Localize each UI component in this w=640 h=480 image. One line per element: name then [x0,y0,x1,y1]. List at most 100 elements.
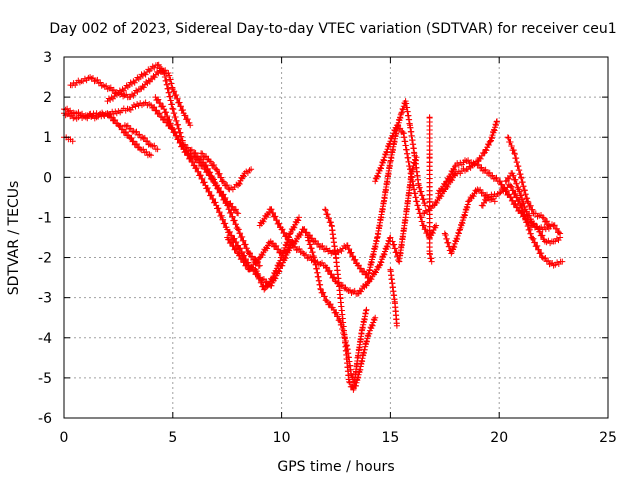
trace-marker [424,209,431,215]
x-tick-label-1: 5 [168,430,177,446]
trace-marker [422,207,429,214]
trace-marker [478,190,485,197]
data-point [433,222,440,229]
trace-marker [304,255,311,262]
trace-marker [216,170,223,177]
trace-marker [386,235,393,242]
y-tick-label-7: 1 [43,130,52,146]
trace-marker [301,252,308,259]
trace-marker [422,226,429,233]
trace-marker [538,250,545,257]
trace-marker [127,93,134,100]
trace-marker [545,221,552,228]
trace-marker [314,241,320,248]
trace-marker [127,125,134,132]
trace-marker [454,236,461,243]
trace-marker [108,114,115,121]
x-tick-label-3: 15 [381,430,399,446]
series-15 [372,121,440,241]
trace-marker [361,268,368,275]
trace-marker [513,180,520,187]
trace-marker [226,206,233,213]
x-axis-label: GPS time / hours [277,459,394,475]
trace-marker [184,144,191,151]
trace-marker [540,215,547,221]
trace-marker [142,71,149,78]
x-tick-label-2: 10 [273,430,291,446]
trace-marker [485,142,492,148]
trace-marker [475,187,482,194]
trace-marker [529,206,536,213]
trace-marker [214,182,221,189]
trace-marker [549,260,556,266]
trace-marker [341,285,348,292]
trace-marker [269,240,276,247]
trace-marker [478,164,485,171]
trace-marker [266,281,272,288]
trace-marker [207,158,214,165]
trace-marker [498,181,505,188]
trace-marker [348,249,355,256]
trace-marker [316,244,323,251]
trace-marker [208,173,215,179]
trace-marker [212,199,219,206]
trace-marker [534,242,541,249]
trace-marker [333,309,340,316]
trace-marker [284,240,291,247]
trace-marker [526,212,533,219]
trace-marker [344,242,351,249]
data-point [422,202,429,209]
trace-marker [151,74,158,81]
trace-marker [479,189,486,196]
trace-marker [425,206,432,213]
trace-marker [395,121,401,128]
trace-marker [208,192,215,199]
trace-marker [449,177,456,184]
trace-marker [233,221,239,228]
trace-marker [326,267,333,274]
trace-marker [400,106,407,113]
trace-marker [160,103,167,110]
trace-marker [503,187,509,193]
data-point [485,170,492,177]
trace-marker [545,257,552,264]
trace-marker [255,272,262,278]
trace-marker [130,92,137,99]
trace-marker [383,149,390,156]
trace-marker [483,197,490,204]
trace-marker [505,135,512,141]
trace-marker [508,143,515,149]
data-point [494,118,500,125]
trace-marker [490,175,497,182]
trace-marker [247,250,253,257]
trace-marker [244,262,251,269]
trace-marker [320,289,327,296]
trace-marker [372,269,379,276]
trace-marker [133,87,140,94]
trace-marker [224,182,231,189]
trace-marker [179,143,186,150]
trace-marker [186,147,193,154]
trace-marker [139,72,146,79]
trace-marker [211,176,217,183]
data-point [539,214,546,221]
trace-marker [297,232,304,239]
trace-marker [273,268,280,275]
trace-marker [203,162,210,169]
series-16 [387,266,400,329]
trace-marker [225,185,232,192]
trace-marker [117,123,124,129]
trace-marker [355,262,362,269]
trace-marker [384,243,391,250]
data-point [69,138,76,145]
trace-marker [259,252,266,259]
data-point [559,258,566,265]
series-8 [198,150,255,193]
x-tick-label-5: 25 [599,430,617,446]
trace-marker [493,174,500,181]
trace-marker [156,110,163,117]
trace-marker [173,92,180,98]
trace-marker [231,217,238,224]
trace-marker [176,99,183,106]
